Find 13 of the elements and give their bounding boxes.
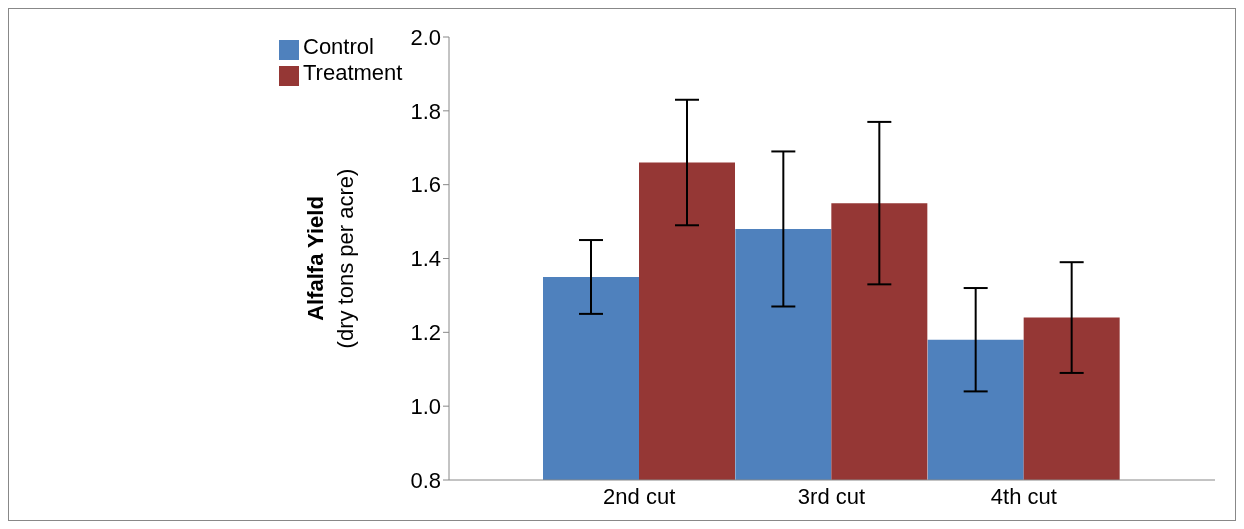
y-tick-label: 2.0 (410, 24, 441, 50)
x-tick-label: 2nd cut (603, 483, 676, 509)
y-tick-label: 1.8 (410, 98, 441, 124)
y-tick-label: 1.2 (410, 320, 441, 346)
legend-label: Treatment (303, 60, 403, 85)
x-tick-label: 3rd cut (797, 483, 866, 509)
y-tick-label: 1.0 (410, 393, 441, 419)
y-axis-title: Alfalfa Yield (dry tons per acre) (303, 168, 358, 349)
y-tick-label: 1.4 (410, 246, 441, 272)
x-tick-label: 4th cut (990, 483, 1057, 509)
y-tick-label: 0.8 (410, 467, 441, 493)
y-tick-label: 1.6 (410, 172, 441, 198)
legend-label: Control (303, 34, 374, 59)
